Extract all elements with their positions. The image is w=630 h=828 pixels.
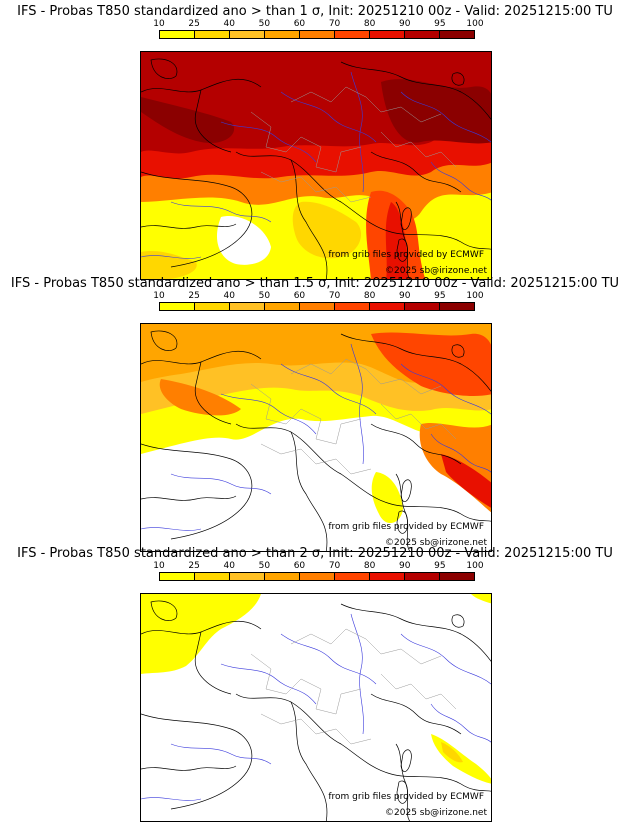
colorbar: 10 25 40 50 60 70 80 90 95 100 [153,291,484,321]
colorbar-tick-label: 80 [363,561,376,571]
colorbar-bin [335,303,370,310]
colorbar-bin [405,31,440,38]
map-fields [141,324,491,551]
colorbar-bin [300,31,335,38]
colorbar-tick-label: 10 [153,19,165,29]
colorbar-bin [300,303,335,310]
map-panel-1: IFS - Probas T850 standardized ano > tha… [0,4,630,280]
colorbar-bin [335,573,370,580]
colorbar-tick-label: 25 [188,561,200,571]
colorbar-tick-label: 95 [434,561,446,571]
colorbar-tick-label: 95 [434,291,446,301]
colorbar-tick-label: 40 [223,561,235,571]
colorbar-tick-label: 95 [434,19,446,29]
colorbar-tick-label: 25 [188,19,200,29]
colorbar: 10 25 40 50 60 70 80 90 95 100 [153,19,484,49]
colorbar-tick-label: 60 [293,291,306,301]
copyright-credit: ©2025 sb@irizone.net [385,538,487,548]
colorbar-bin [160,573,195,580]
colorbar-tick-label: 70 [328,561,341,571]
colorbar-tick-label: 10 [153,291,165,301]
colorbar-bin [370,31,405,38]
colorbar-bin [405,573,440,580]
colorbar-tick-label: 100 [466,291,484,301]
colorbar-strip [159,30,475,39]
colorbar-tick-label: 100 [466,19,484,29]
colorbar-bin [265,303,300,310]
probability-map: from grib files provided by ECMWF ©2025 … [140,323,492,552]
colorbar-bin [440,303,474,310]
colorbar-bin [195,31,230,38]
panel-title: IFS - Probas T850 standardized ano > tha… [10,276,620,291]
colorbar-bin [230,303,265,310]
map-fields [141,52,491,279]
colorbar-tick-label: 40 [223,19,235,29]
probability-map: from grib files provided by ECMWF ©2025 … [140,593,492,822]
colorbar-tick-label: 90 [399,561,411,571]
colorbar-bin [405,303,440,310]
colorbar-bin [160,303,195,310]
colorbar-bin [370,303,405,310]
colorbar-bin [440,31,474,38]
colorbar-tick-label: 90 [399,19,411,29]
colorbar-bin [440,573,474,580]
colorbar-tick-label: 60 [293,561,306,571]
colorbar-tick-label: 80 [363,291,376,301]
colorbar-tick-label: 50 [258,19,271,29]
colorbar-tick-label: 70 [328,291,341,301]
data-source-credit: from grib files provided by ECMWF [328,250,484,260]
colorbar-bin [300,573,335,580]
probability-map: from grib files provided by ECMWF ©2025 … [140,51,492,280]
colorbar-bin [230,573,265,580]
colorbar-tick-label: 90 [399,291,411,301]
colorbar-bin [195,573,230,580]
colorbar-bin [265,573,300,580]
colorbar-tick-label: 40 [223,291,235,301]
colorbar-strip [159,302,475,311]
map-panel-3: IFS - Probas T850 standardized ano > tha… [0,546,630,822]
colorbar-bin [230,31,265,38]
colorbar-bin [370,573,405,580]
colorbar-tick-label: 60 [293,19,306,29]
panel-title: IFS - Probas T850 standardized ano > tha… [17,4,613,19]
colorbar: 10 25 40 50 60 70 80 90 95 100 [153,561,484,591]
colorbar-strip [159,572,475,581]
map-fields [141,594,491,821]
copyright-credit: ©2025 sb@irizone.net [385,266,487,276]
colorbar-tick-label: 50 [258,291,271,301]
colorbar-bin [160,31,195,38]
colorbar-tick-label: 10 [153,561,165,571]
data-source-credit: from grib files provided by ECMWF [328,522,484,532]
colorbar-bin [335,31,370,38]
copyright-credit: ©2025 sb@irizone.net [385,808,487,818]
colorbar-tick-label: 50 [258,561,271,571]
data-source-credit: from grib files provided by ECMWF [328,792,484,802]
colorbar-tick-label: 25 [188,291,200,301]
colorbar-tick-label: 100 [466,561,484,571]
colorbar-bin [265,31,300,38]
panel-title: IFS - Probas T850 standardized ano > tha… [17,546,613,561]
colorbar-tick-label: 70 [328,19,341,29]
colorbar-bin [195,303,230,310]
colorbar-tick-label: 80 [363,19,376,29]
map-panel-2: IFS - Probas T850 standardized ano > tha… [0,276,630,552]
